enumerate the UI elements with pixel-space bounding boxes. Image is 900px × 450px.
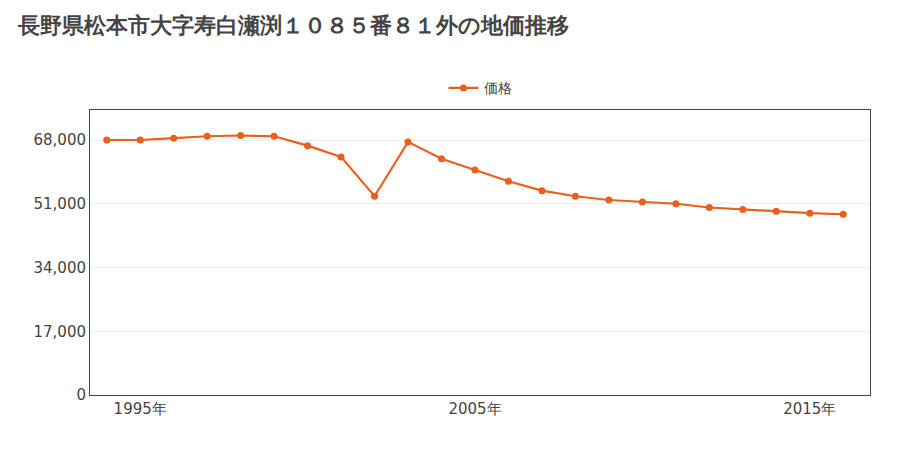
svg-text:2015年: 2015年 xyxy=(783,400,836,418)
svg-text:51,000: 51,000 xyxy=(34,195,87,213)
svg-text:68,000: 68,000 xyxy=(34,131,87,149)
svg-text:価格: 価格 xyxy=(484,80,512,96)
svg-text:2005年: 2005年 xyxy=(448,400,501,418)
svg-text:1995年: 1995年 xyxy=(114,400,167,418)
svg-text:0: 0 xyxy=(76,386,86,404)
svg-text:長野県松本市大字寿白瀬渕１０８５番８１外の地価推移: 長野県松本市大字寿白瀬渕１０８５番８１外の地価推移 xyxy=(17,13,569,38)
svg-text:17,000: 17,000 xyxy=(34,323,87,341)
svg-text:34,000: 34,000 xyxy=(34,259,87,277)
